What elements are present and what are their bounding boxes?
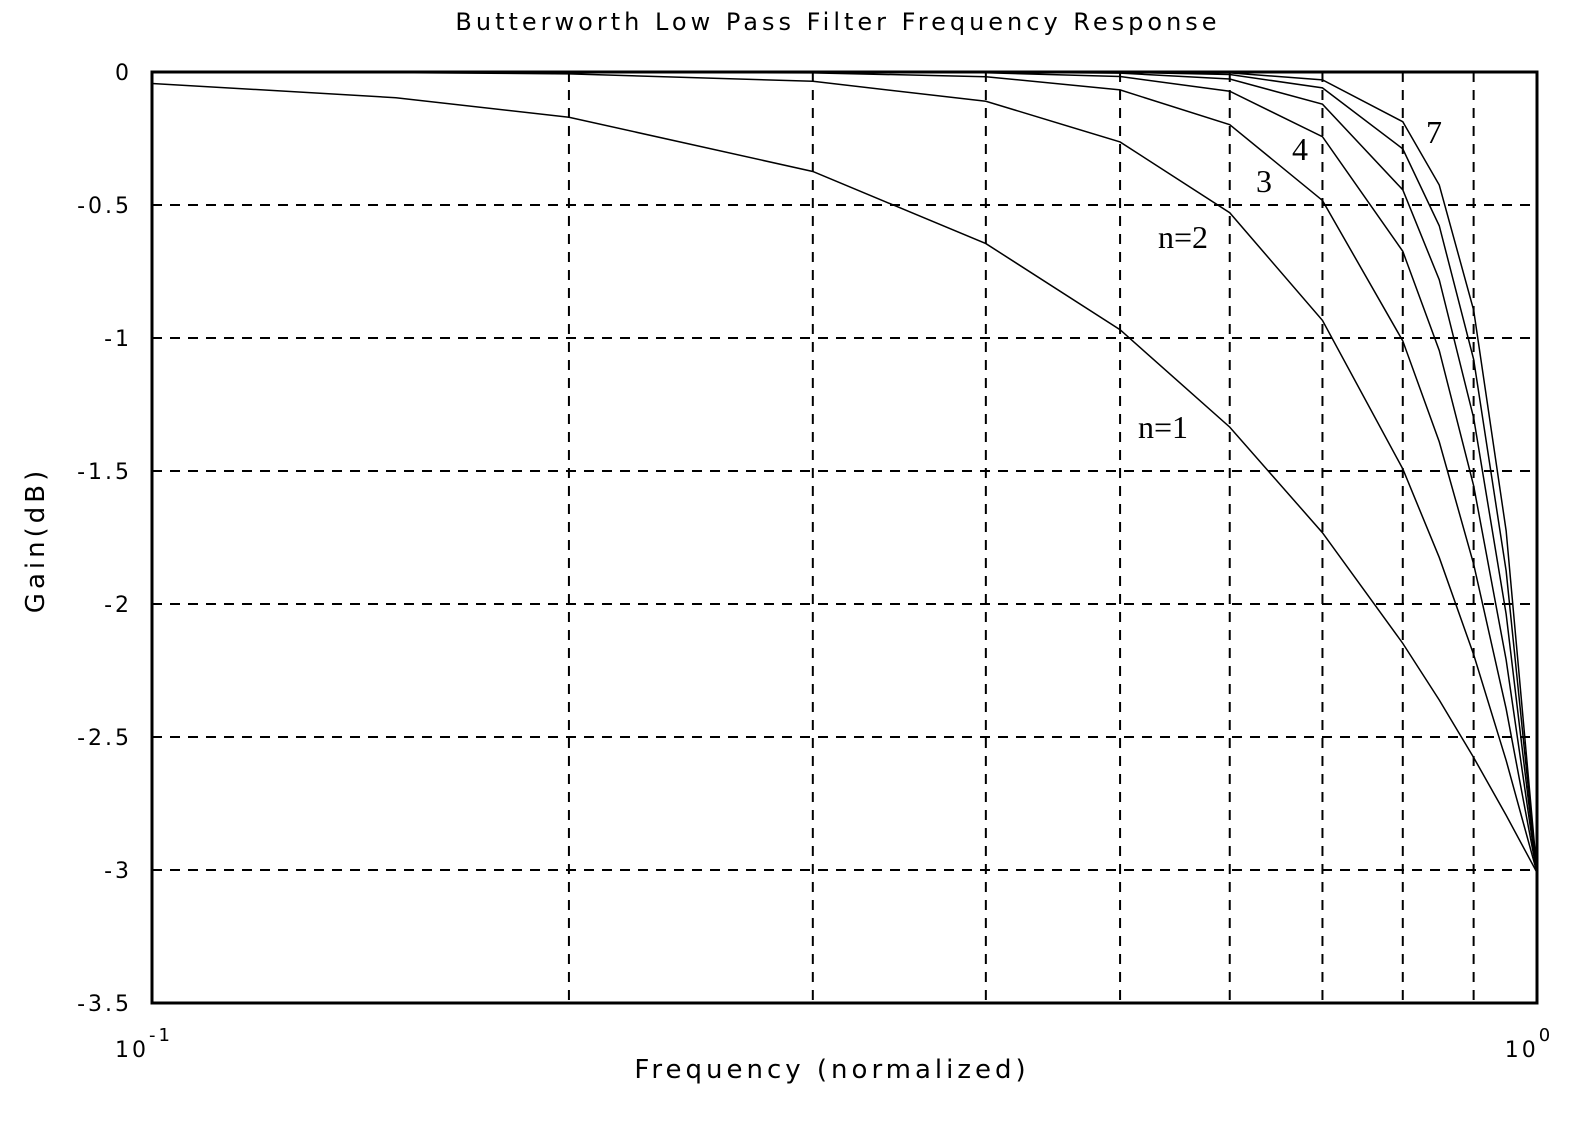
series-line <box>152 71 1538 873</box>
series-line <box>152 71 1538 873</box>
y-tick-label: -0.5 <box>77 194 132 219</box>
annotation: 7 <box>1426 114 1442 150</box>
series-line <box>151 71 1538 873</box>
y-tick-label: -2 <box>104 593 132 618</box>
annotation: n=1 <box>1138 409 1188 445</box>
y-tick-label: -1.5 <box>77 460 132 485</box>
x-tick-base: 10 <box>115 1038 149 1063</box>
series-line <box>152 71 1538 873</box>
y-tick-label: 0 <box>115 61 132 86</box>
x-tick-exponent: -1 <box>149 1025 173 1046</box>
series-line <box>151 82 1538 874</box>
x-tick-exponent: 0 <box>1539 1025 1553 1046</box>
x-tick-base: 10 <box>1505 1038 1539 1063</box>
x-tick-label: 100 <box>1505 1025 1553 1063</box>
x-tick-label: 10-1 <box>115 1025 173 1063</box>
y-tick-label: -3.5 <box>77 992 132 1017</box>
x-axis-label: Frequency (normalized) <box>634 1055 1029 1085</box>
y-tick-label: -2.5 <box>77 726 132 751</box>
annotation: n=2 <box>1158 219 1208 255</box>
annotation: 3 <box>1256 163 1272 199</box>
chart-title: Butterworth Low Pass Filter Frequency Re… <box>455 8 1220 36</box>
y-tick-label: -1 <box>104 327 132 352</box>
annotation: 4 <box>1292 131 1308 167</box>
series-line <box>152 71 1538 873</box>
y-tick-label: -3 <box>104 859 132 884</box>
y-axis-label: Gain(dB) <box>21 467 51 613</box>
series-line <box>152 71 1538 873</box>
